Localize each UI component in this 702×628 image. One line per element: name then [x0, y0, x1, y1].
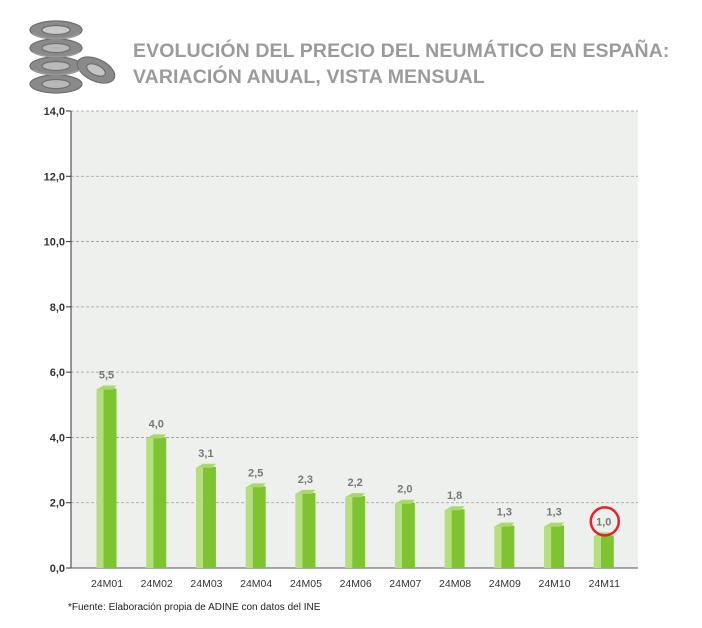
- x-tick-label: 24M09: [489, 578, 521, 590]
- y-tick-label: 2,0: [50, 498, 65, 510]
- y-tick-label: 4,0: [50, 432, 65, 444]
- y-tick-label: 12,0: [44, 171, 65, 183]
- bar-side: [544, 526, 552, 568]
- x-tick-label: 24M06: [340, 578, 372, 590]
- bar-side: [96, 389, 104, 568]
- value-labels: 5,5 4,0 3,1 2,5 2,3 2,2 2,0 1,8 1,3 1,3 1,0: [99, 369, 612, 528]
- chart-title: EVOLUCIÓN DEL PRECIO DEL NEUMÁTICO EN ES…: [133, 38, 693, 90]
- bar-side: [245, 487, 253, 568]
- value-label: 2,0: [397, 484, 412, 496]
- bar: [401, 502, 415, 568]
- bar: [451, 509, 465, 568]
- bar-top: [146, 434, 167, 439]
- x-tick-label: 24M10: [538, 578, 570, 590]
- x-tick-label: 24M05: [290, 578, 322, 590]
- bar: [352, 496, 366, 568]
- x-axis: 24M01 24M02 24M03 24M04 24M05 24M06 24M07 24M08…: [91, 578, 620, 590]
- bar-side: [394, 503, 402, 568]
- y-tick-label: 8,0: [50, 302, 65, 314]
- bar-top: [444, 506, 465, 511]
- bar-top: [96, 385, 117, 390]
- bar: [252, 486, 266, 568]
- gridlines: [71, 110, 638, 504]
- x-tick-label: 24M08: [439, 578, 471, 590]
- bar-side: [345, 497, 353, 568]
- bar-top: [394, 499, 415, 504]
- value-label: 1,8: [447, 490, 462, 502]
- bar-side: [444, 510, 452, 568]
- x-tick-label: 24M01: [91, 578, 123, 590]
- title-line-2: VARIACIÓN ANUAL, VISTA MENSUAL: [133, 66, 485, 88]
- x-tick-label: 24M03: [190, 578, 222, 590]
- x-tick-label: 24M04: [240, 578, 272, 590]
- highlight-circle: [589, 506, 621, 537]
- value-label: 3,1: [198, 448, 213, 460]
- bar: [501, 525, 515, 568]
- value-label: 1,3: [546, 507, 561, 519]
- bar-top: [195, 463, 216, 468]
- value-label: 2,2: [347, 477, 362, 489]
- y-tick-label: 10,0: [44, 237, 65, 249]
- value-label: 5,5: [99, 369, 114, 381]
- highlight-marker: [589, 506, 621, 537]
- y-tick-label: 0,0: [50, 563, 65, 575]
- bar-side: [195, 467, 203, 568]
- x-tick-label: 24M07: [389, 578, 421, 590]
- value-label: 2,3: [298, 474, 313, 486]
- bar-side: [295, 493, 303, 568]
- bar: [153, 437, 167, 568]
- bar-side: [146, 438, 154, 568]
- x-tick-label: 24M02: [141, 578, 173, 590]
- value-label: 2,5: [248, 467, 263, 479]
- y-tick-label: 6,0: [50, 367, 65, 379]
- value-label: 4,0: [149, 418, 164, 430]
- bar: [551, 525, 565, 568]
- bars: [96, 385, 614, 568]
- bar: [202, 466, 216, 568]
- stacked-tires-icon: [29, 20, 116, 94]
- bar-top: [544, 522, 565, 527]
- bar-top: [245, 483, 266, 488]
- bar: [302, 492, 316, 568]
- y-tick-label: 14,0: [44, 106, 65, 118]
- source-footnote: *Fuente: Elaboración propia de ADINE con…: [68, 602, 321, 613]
- x-tick-label: 24M11: [589, 578, 620, 590]
- bar-top: [345, 493, 366, 498]
- value-label: 1,3: [497, 507, 512, 519]
- value-label: 1,0: [596, 516, 611, 528]
- bar-side: [494, 526, 502, 568]
- bar: [103, 388, 117, 568]
- bar: [600, 535, 614, 568]
- title-line-1: EVOLUCIÓN DEL PRECIO DEL NEUMÁTICO EN ES…: [133, 40, 670, 62]
- bar-top: [295, 489, 316, 494]
- bar-top: [494, 522, 515, 527]
- bar-side: [593, 536, 601, 568]
